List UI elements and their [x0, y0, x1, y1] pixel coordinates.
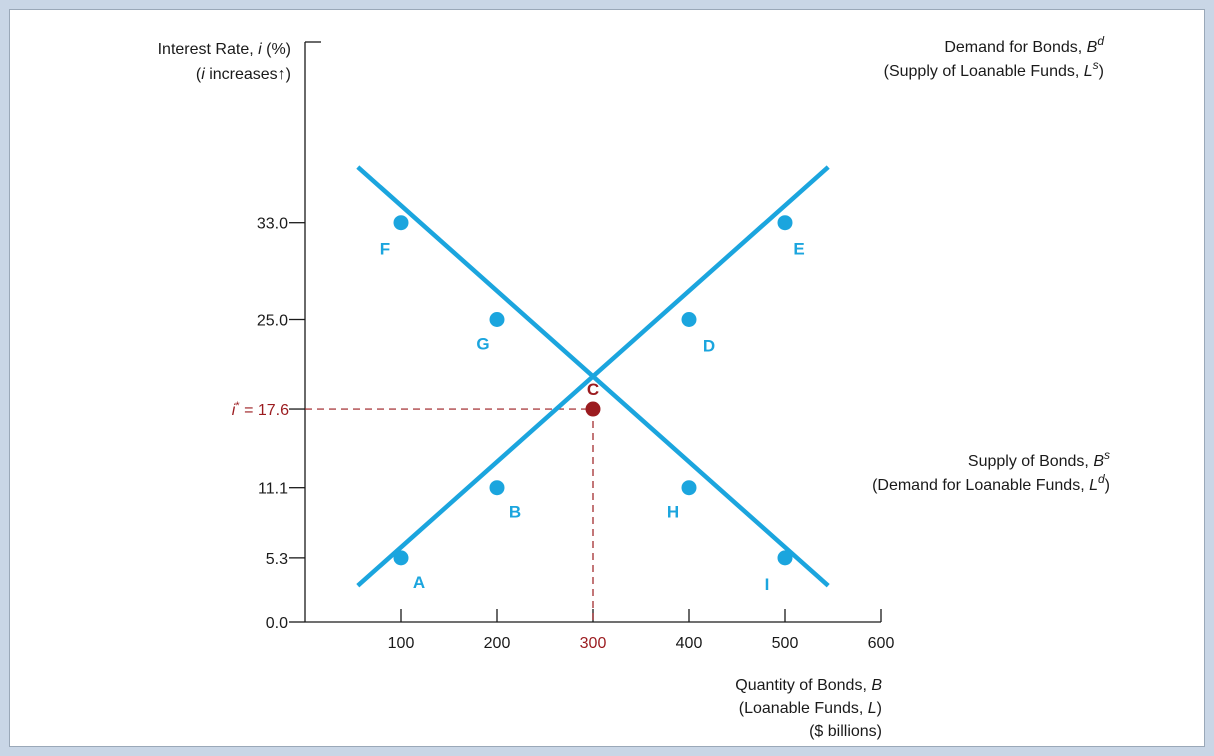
point-label-B: B	[509, 503, 521, 522]
supply-curve-label-line: Supply of Bonds, Bs	[968, 448, 1110, 470]
x-axis-title-line: (Loanable Funds, L)	[739, 700, 882, 717]
supply-demand-chart: 0.0 5.3 11.1 i* = 17.6 25.0 33.0 100 200 300 400 5…	[158, 34, 1110, 740]
point-E	[777, 215, 793, 231]
y-axis-title-line2: (i increases↑)	[196, 66, 291, 83]
equilibrium-guides	[305, 408, 594, 622]
demand-curve-label-line: (Supply of Loanable Funds, Ls)	[884, 58, 1104, 80]
point-label-A: A	[413, 573, 425, 592]
y-tick-label: 33.0	[257, 216, 288, 233]
point-label-F: F	[380, 240, 390, 259]
x-tick-label: 500	[772, 635, 799, 652]
y-tick-label: 11.1	[258, 481, 288, 498]
axes: 0.0 5.3 11.1 i* = 17.6 25.0 33.0 100 200 300 400 5…	[232, 41, 895, 652]
supply-curve	[356, 165, 830, 588]
labels: Interest Rate, i (%) (i increases↑) Quanti…	[158, 34, 1110, 740]
point-C	[585, 401, 601, 417]
points	[393, 215, 793, 566]
curves	[356, 165, 830, 588]
point-label-H: H	[667, 503, 679, 522]
point-H	[681, 480, 697, 496]
x-axis-title-line: ($ billions)	[809, 723, 882, 740]
y-tick-label: 5.3	[266, 551, 288, 568]
y-tick-label: 0.0	[266, 615, 288, 632]
supply-curve-label-line: (Demand for Loanable Funds, Ld)	[872, 472, 1110, 494]
point-D	[681, 312, 697, 327]
point-G	[489, 312, 505, 327]
x-axis-title-line: Quantity of Bonds, B	[735, 677, 882, 694]
x-tick-label: 300	[580, 635, 607, 652]
chart-frame: 0.0 5.3 11.1 i* = 17.6 25.0 33.0 100 200 300 400 5…	[9, 9, 1205, 747]
x-tick-label: 100	[388, 635, 415, 652]
point-label-C: C	[587, 380, 599, 399]
x-tick-label: 200	[484, 635, 511, 652]
point-label-G: G	[476, 335, 489, 354]
point-label-E: E	[793, 240, 804, 259]
point-A	[393, 550, 409, 566]
y-axis-title-line1: Interest Rate, i (%)	[158, 41, 291, 58]
point-label-I: I	[765, 575, 770, 594]
point-B	[489, 480, 505, 496]
y-tick-label: 25.0	[257, 313, 288, 330]
point-I	[777, 550, 793, 566]
point-F	[393, 215, 409, 231]
demand-curve-label-line: Demand for Bonds, Bd	[944, 34, 1104, 56]
x-tick-label: 600	[868, 635, 895, 652]
x-tick-label: 400	[676, 635, 703, 652]
y-tick-label-equilibrium: i* = 17.6	[232, 400, 289, 419]
point-label-D: D	[703, 337, 715, 356]
